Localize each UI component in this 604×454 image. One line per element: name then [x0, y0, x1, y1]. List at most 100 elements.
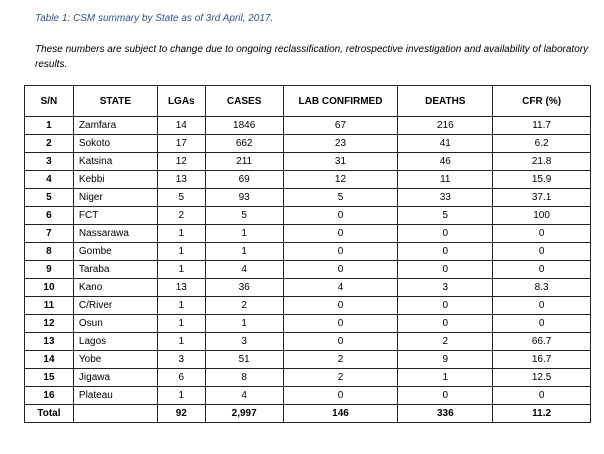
- total-cfr: 11.2: [492, 404, 591, 423]
- cell-sn: 11: [24, 296, 74, 315]
- cell-lgas: 1: [156, 386, 206, 405]
- cell-state: Yobe: [72, 350, 158, 369]
- cell-lab-confirmed: 31: [282, 152, 399, 171]
- cell-deaths: 0: [397, 224, 494, 243]
- table-row: 3 Katsina 12 211 31 46 21.8: [24, 152, 591, 171]
- table-row: 7 Nassarawa 1 1 0 0 0: [24, 224, 591, 243]
- table-row: 13 Lagos 1 3 0 2 66.7: [24, 332, 591, 351]
- cell-lgas: 12: [156, 152, 206, 171]
- cell-cases: 1846: [204, 116, 284, 135]
- column-header-state: STATE: [72, 85, 158, 117]
- total-sn: Total: [24, 404, 74, 423]
- cell-state: Niger: [72, 188, 158, 207]
- cell-deaths: 0: [397, 260, 494, 279]
- cell-sn: 10: [24, 278, 74, 297]
- cell-cases: 51: [204, 350, 284, 369]
- total-deaths: 336: [397, 404, 494, 423]
- cell-sn: 15: [24, 368, 74, 387]
- cell-cases: 36: [204, 278, 284, 297]
- table-row: 8 Gombe 1 1 0 0 0: [24, 242, 591, 261]
- cell-deaths: 46: [397, 152, 494, 171]
- disclaimer-note: These numbers are subject to change due …: [35, 44, 589, 70]
- column-header-sn: S/N: [24, 85, 74, 117]
- cell-cases: 8: [204, 368, 284, 387]
- cell-sn: 9: [24, 260, 74, 279]
- cell-lab-confirmed: 0: [282, 314, 399, 333]
- table-row: 5 Niger 5 93 5 33 37.1: [24, 188, 591, 207]
- cell-sn: 12: [24, 314, 74, 333]
- cell-cfr: 100: [492, 206, 591, 225]
- cell-lgas: 1: [156, 296, 206, 315]
- cell-deaths: 9: [397, 350, 494, 369]
- csm-summary-table: S/N STATE LGAs CASES LAB CONFIRMED DEATHS CFR …: [24, 85, 591, 423]
- cell-lgas: 3: [156, 350, 206, 369]
- table-row: 4 Kebbi 13 69 12 11 15.9: [24, 170, 591, 189]
- cell-lab-confirmed: 5: [282, 188, 399, 207]
- cell-cases: 4: [204, 386, 284, 405]
- cell-sn: 16: [24, 386, 74, 405]
- total-lgas: 92: [156, 404, 206, 423]
- cell-deaths: 2: [397, 332, 494, 351]
- cell-lgas: 5: [156, 188, 206, 207]
- column-header-deaths: DEATHS: [397, 85, 494, 117]
- table-row: 11 C/River 1 2 0 0 0: [24, 296, 591, 315]
- table-row: 6 FCT 2 5 0 5 100: [24, 206, 591, 225]
- cell-lab-confirmed: 23: [282, 134, 399, 153]
- cell-cfr: 0: [492, 260, 591, 279]
- cell-deaths: 0: [397, 296, 494, 315]
- cell-cfr: 21.8: [492, 152, 591, 171]
- cell-lgas: 2: [156, 206, 206, 225]
- cell-lgas: 13: [156, 170, 206, 189]
- cell-deaths: 5: [397, 206, 494, 225]
- cell-cfr: 12.5: [492, 368, 591, 387]
- table-row: 10 Kano 13 36 4 3 8.3: [24, 278, 591, 297]
- cell-lab-confirmed: 0: [282, 206, 399, 225]
- cell-cases: 5: [204, 206, 284, 225]
- cell-lab-confirmed: 2: [282, 368, 399, 387]
- cell-sn: 2: [24, 134, 74, 153]
- table-row: 2 Sokoto 17 662 23 41 6.2: [24, 134, 591, 153]
- cell-cases: 4: [204, 260, 284, 279]
- column-header-cfr: CFR (%): [492, 85, 591, 117]
- cell-deaths: 41: [397, 134, 494, 153]
- cell-state: Katsina: [72, 152, 158, 171]
- table-row: 12 Osun 1 1 0 0 0: [24, 314, 591, 333]
- cell-state: Kebbi: [72, 170, 158, 189]
- cell-cases: 662: [204, 134, 284, 153]
- cell-state: C/River: [72, 296, 158, 315]
- cell-cfr: 0: [492, 242, 591, 261]
- cell-lab-confirmed: 0: [282, 260, 399, 279]
- cell-lab-confirmed: 2: [282, 350, 399, 369]
- cell-state: Lagos: [72, 332, 158, 351]
- cell-lab-confirmed: 0: [282, 224, 399, 243]
- cell-cfr: 8.3: [492, 278, 591, 297]
- cell-cases: 1: [204, 314, 284, 333]
- cell-state: Nassarawa: [72, 224, 158, 243]
- cell-deaths: 0: [397, 242, 494, 261]
- cell-lgas: 1: [156, 242, 206, 261]
- cell-deaths: 33: [397, 188, 494, 207]
- cell-cfr: 16.7: [492, 350, 591, 369]
- cell-cases: 1: [204, 224, 284, 243]
- cell-sn: 3: [24, 152, 74, 171]
- cell-state: Kano: [72, 278, 158, 297]
- cell-cfr: 0: [492, 314, 591, 333]
- cell-state: Gombe: [72, 242, 158, 261]
- cell-lgas: 1: [156, 224, 206, 243]
- cell-lgas: 1: [156, 314, 206, 333]
- table-row: 1 Zamfara 14 1846 67 216 11.7: [24, 116, 591, 135]
- cell-deaths: 0: [397, 386, 494, 405]
- cell-cfr: 66.7: [492, 332, 591, 351]
- cell-cfr: 0: [492, 224, 591, 243]
- cell-state: Jigawa: [72, 368, 158, 387]
- cell-lgas: 13: [156, 278, 206, 297]
- cell-state: Sokoto: [72, 134, 158, 153]
- cell-sn: 6: [24, 206, 74, 225]
- cell-deaths: 0: [397, 314, 494, 333]
- total-state: [72, 404, 158, 423]
- header-row: S/N STATE LGAs CASES LAB CONFIRMED DEATHS CFR …: [24, 85, 591, 117]
- cell-cfr: 37.1: [492, 188, 591, 207]
- cell-cases: 1: [204, 242, 284, 261]
- cell-deaths: 216: [397, 116, 494, 135]
- cell-cases: 211: [204, 152, 284, 171]
